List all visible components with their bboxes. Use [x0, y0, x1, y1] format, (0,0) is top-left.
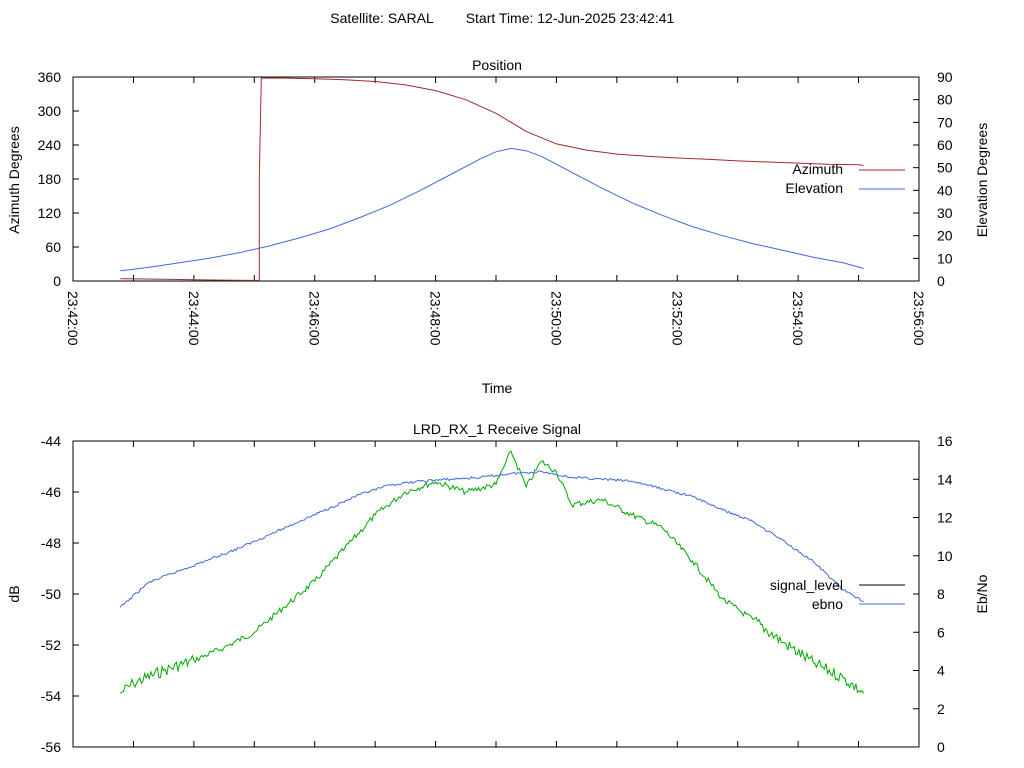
position-legend: Azimuth Elevation: [785, 161, 905, 196]
y2-tick-label: 4: [937, 663, 945, 679]
receive-signal-chart: LRD_RX_1 Receive Signal dB Eb/No -56-54-…: [6, 421, 990, 755]
x-tick-label: 23:52:00: [669, 291, 685, 346]
y-tick-label: 120: [38, 205, 62, 221]
position-y-axis-label: Azimuth Degrees: [6, 126, 22, 233]
x-tick-label: 23:50:00: [548, 291, 564, 346]
y2-tick-label: 2: [937, 701, 945, 717]
y-tick-label: -46: [41, 484, 61, 500]
x-tick-label: 23:54:00: [790, 291, 806, 346]
signal-series: [119, 450, 865, 694]
signal-chart-title: LRD_RX_1 Receive Signal: [413, 421, 581, 437]
y-tick-label: -56: [41, 739, 61, 755]
x-tick-label: 23:44:00: [186, 291, 202, 346]
signal-y2-axis-label: Eb/No: [974, 574, 990, 613]
y-tick-label: 180: [38, 171, 62, 187]
y2-tick-label: 20: [937, 228, 953, 244]
y2-tick-label: 60: [937, 137, 953, 153]
y2-tick-label: 70: [937, 114, 953, 130]
x-tick-label: 23:56:00: [911, 291, 927, 346]
series-line-elevation: [120, 147, 864, 272]
y2-tick-label: 40: [937, 182, 953, 198]
signal-ticks: -56 -54 -52 -50 -48 -46 -44 0 2 4 6 8 10 12 14 16: [41, 433, 953, 755]
y-tick-label: 0: [53, 273, 61, 289]
signal-legend: signal_level ebno: [770, 577, 905, 612]
legend-label-azimuth: Azimuth: [792, 161, 843, 177]
y2-tick-label: 10: [937, 548, 953, 564]
y-tick-label: 240: [38, 137, 62, 153]
y-tick-label: -54: [41, 688, 61, 704]
position-plot-frame: [72, 76, 920, 282]
start-time-label: Start Time: 12-Jun-2025 23:42:41: [466, 10, 675, 26]
signal-y-axis-label: dB: [6, 585, 22, 602]
legend-label-ebno: ebno: [812, 596, 843, 612]
legend-label-elevation: Elevation: [785, 180, 843, 196]
x-tick-label: 23:48:00: [428, 291, 444, 346]
legend-label-signal-level: signal_level: [770, 577, 843, 593]
position-y2-axis-label: Elevation Degrees: [974, 123, 990, 237]
y2-tick-label: 12: [937, 510, 953, 526]
position-chart: Position Azimuth Degrees Elevation Degre…: [6, 57, 990, 396]
y2-tick-label: 90: [937, 69, 953, 85]
y-tick-label: 60: [45, 239, 61, 255]
y-tick-label: -44: [41, 433, 61, 449]
y2-tick-label: 6: [937, 624, 945, 640]
x-tick-label: 23:46:00: [307, 291, 323, 346]
y-tick-label: -52: [41, 637, 61, 653]
y2-tick-label: 8: [937, 586, 945, 602]
y2-tick-label: 80: [937, 92, 953, 108]
y2-tick-label: 16: [937, 433, 953, 449]
y2-tick-label: 10: [937, 250, 953, 266]
position-ticks: 23:42:00 23:44:00 23:46:00 23:48:00 23:50:00…: [38, 69, 953, 346]
satellite-label: Satellite: SARAL: [330, 10, 434, 26]
series-line-signal-level: [119, 450, 865, 694]
signal-plot-frame: [72, 440, 920, 748]
y2-tick-label: 50: [937, 160, 953, 176]
series-line-azimuth: [120, 77, 864, 281]
y2-tick-label: 30: [937, 205, 953, 221]
y-tick-label: 300: [38, 103, 62, 119]
position-x-axis-label: Time: [482, 380, 513, 396]
y2-tick-label: 0: [937, 273, 945, 289]
y-tick-label: 360: [38, 69, 62, 85]
series-line-ebno: [119, 470, 864, 608]
y2-tick-label: 0: [937, 739, 945, 755]
position-series: [120, 77, 864, 281]
x-tick-label: 23:42:00: [65, 291, 81, 346]
y-tick-label: -48: [41, 535, 61, 551]
position-chart-title: Position: [472, 57, 522, 73]
y2-tick-label: 14: [937, 471, 953, 487]
y-tick-label: -50: [41, 586, 61, 602]
